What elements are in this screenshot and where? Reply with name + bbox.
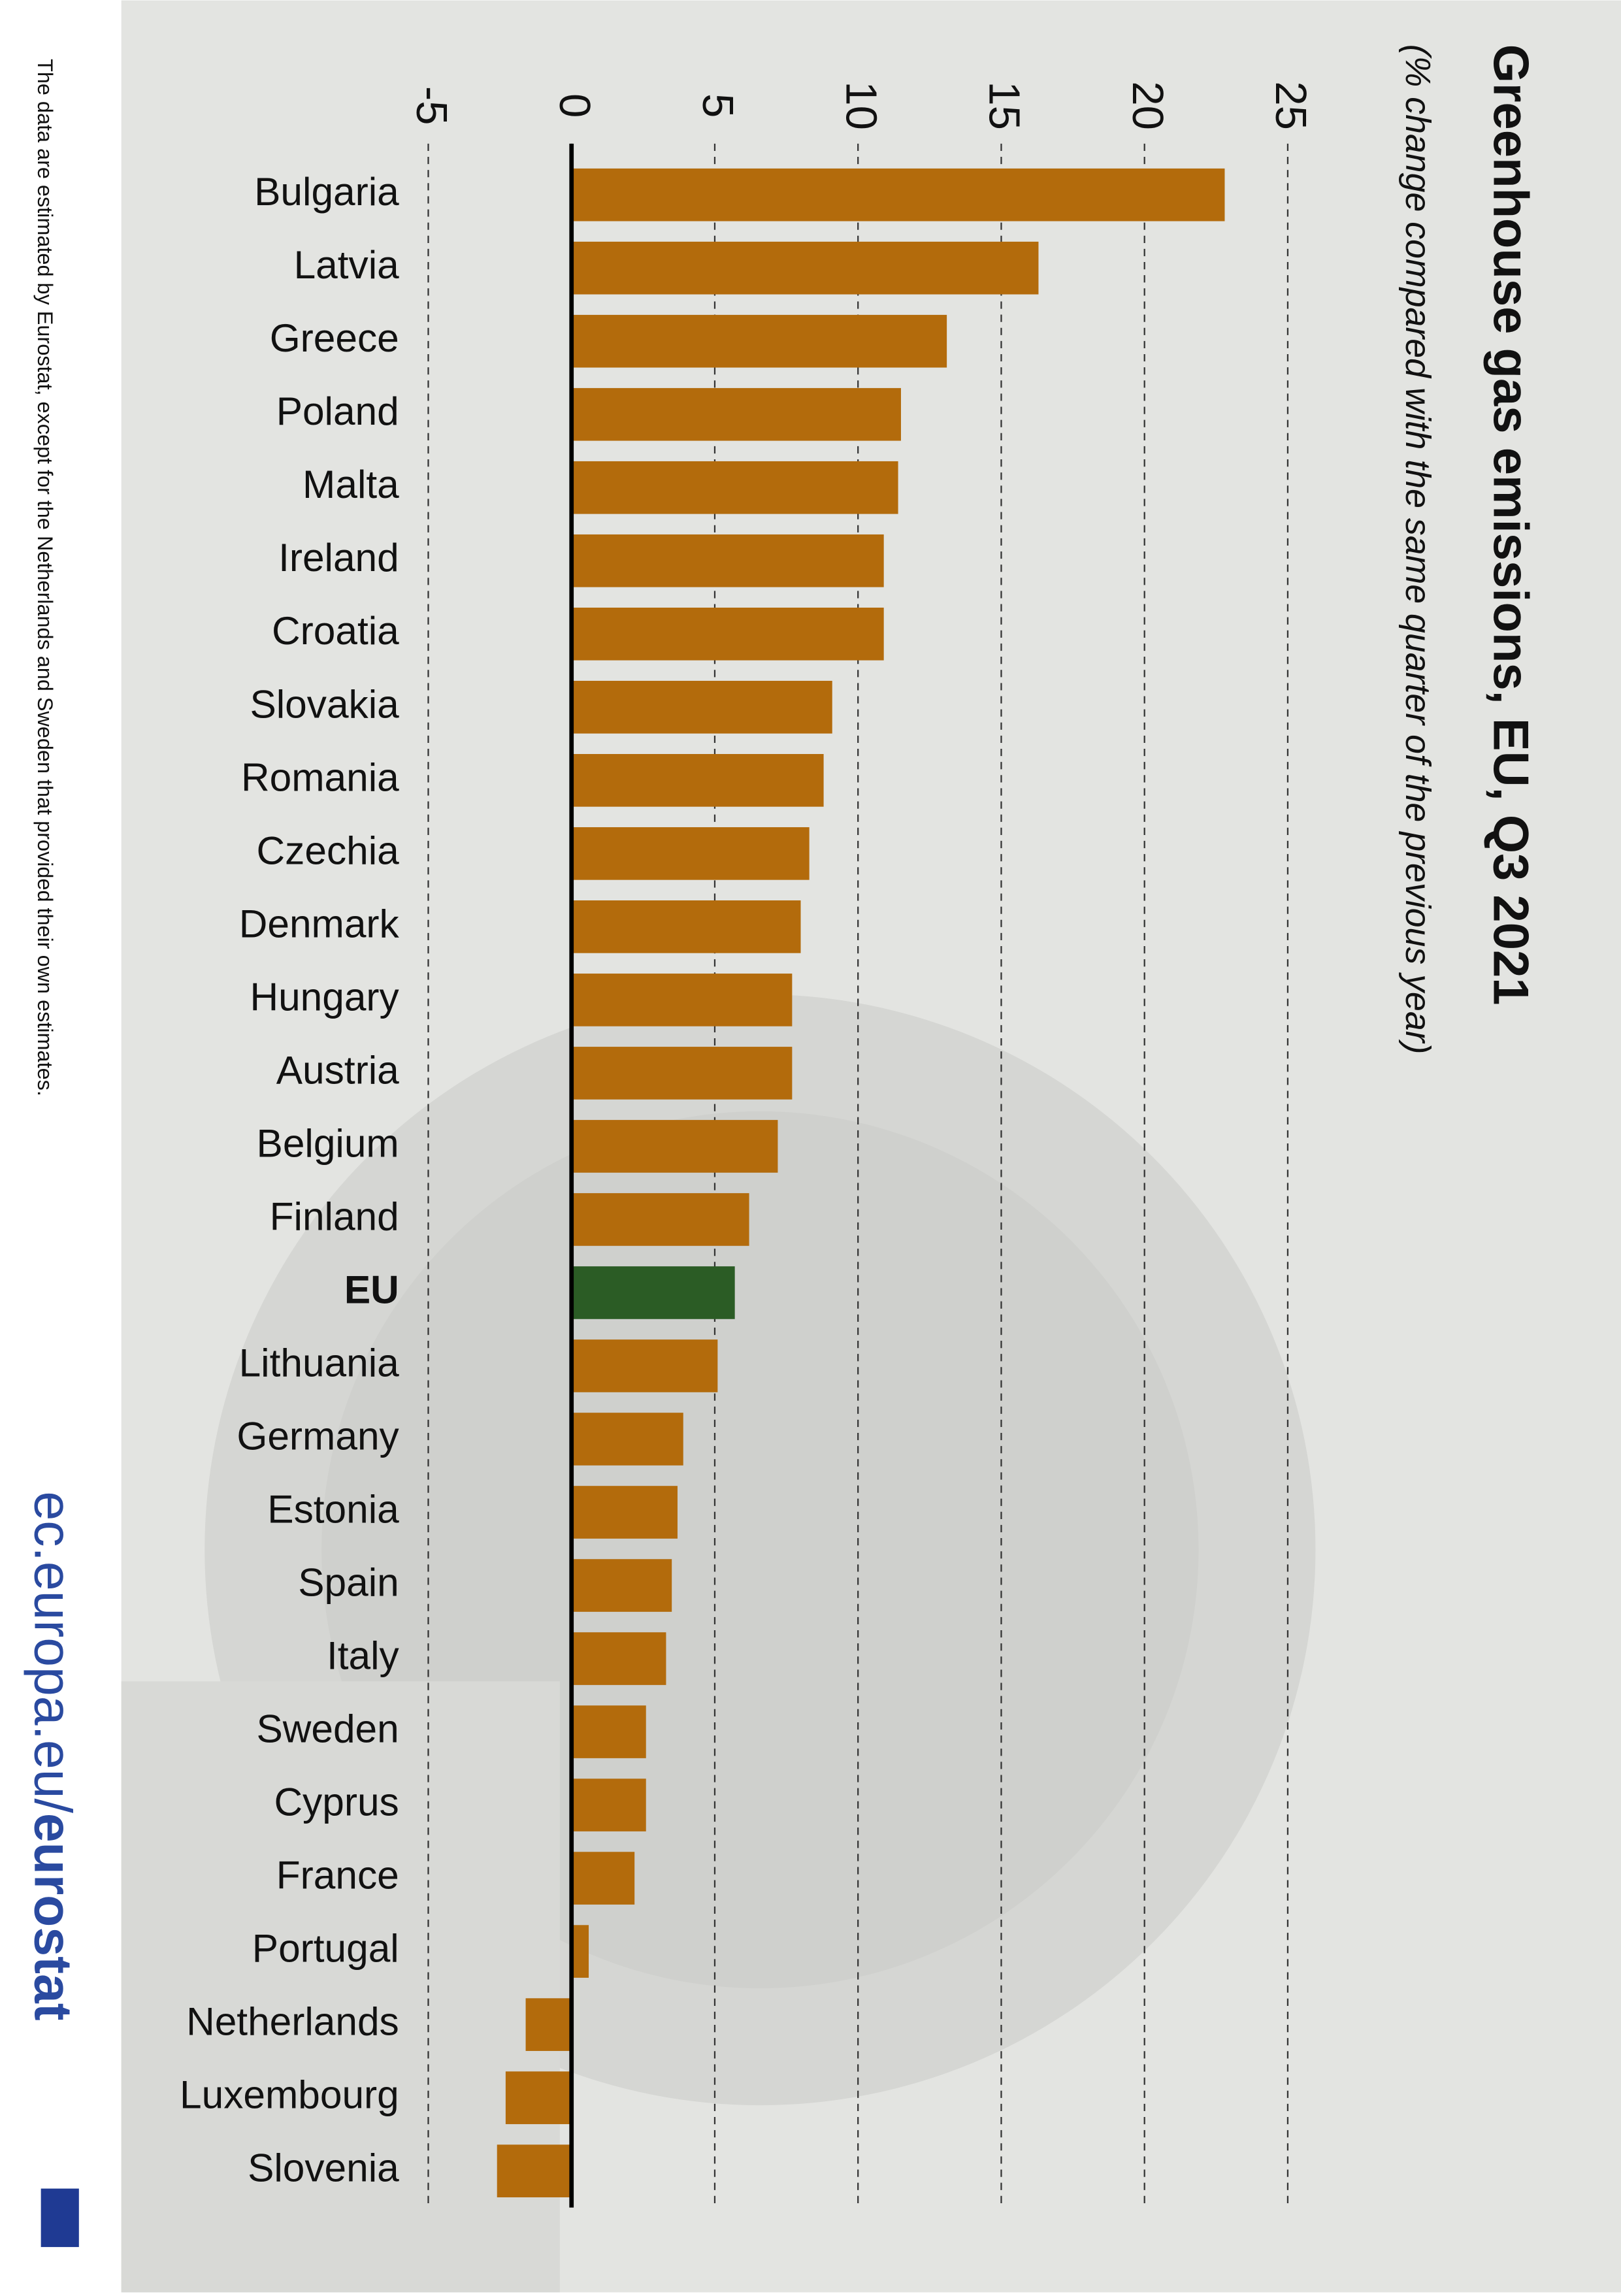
y-tick-label: Greece — [270, 316, 399, 360]
chart-title: Greenhouse gas emissions, EU, Q3 2021 — [1482, 44, 1538, 1006]
bar — [571, 1266, 735, 1319]
y-tick-label: Slovakia — [250, 681, 399, 726]
y-tick-label: Estonia — [267, 1486, 399, 1531]
x-tick-label: 15 — [980, 81, 1029, 130]
eu-flag — [41, 2188, 79, 2248]
y-tick-label: Slovenia — [248, 2146, 399, 2190]
y-tick-label: Sweden — [256, 1707, 399, 1751]
y-tick-label: Malta — [303, 462, 399, 506]
x-tick-label: 0 — [550, 93, 599, 118]
y-tick-label: Portugal — [252, 1926, 399, 1971]
bar — [571, 607, 884, 661]
source-url: ec.europa.eu/ — [24, 1491, 82, 1813]
y-tick-label: Netherlands — [186, 1999, 399, 2044]
bar — [571, 1852, 635, 1905]
x-tick-label: -5 — [407, 86, 456, 125]
y-tick-label: Denmark — [239, 901, 400, 945]
bar — [571, 1779, 646, 1831]
bar — [571, 1047, 793, 1100]
bar — [505, 2071, 572, 2124]
bar — [571, 1705, 646, 1758]
y-tick-label: Finland — [270, 1194, 399, 1238]
x-tick-label: 5 — [693, 93, 742, 118]
bar — [571, 314, 947, 368]
bar — [571, 168, 1225, 221]
bar — [571, 974, 793, 1026]
bar — [571, 1559, 672, 1612]
y-tick-label: Luxembourg — [180, 2073, 399, 2117]
chart-subtitle: (% change compared with the same quarter… — [1398, 44, 1437, 1055]
x-tick-label: 25 — [1266, 81, 1315, 130]
bar — [571, 1486, 678, 1539]
source: ec.europa.eu/eurostat — [24, 1491, 82, 2020]
y-tick-label: France — [276, 1853, 399, 1897]
y-tick-label: Lithuania — [239, 1340, 400, 1385]
y-tick-label: Latvia — [294, 242, 400, 287]
y-tick-label: Ireland — [278, 535, 399, 580]
bar — [571, 1413, 683, 1466]
bar — [571, 534, 884, 587]
y-tick-label: Croatia — [272, 608, 399, 653]
bar — [571, 1925, 589, 1978]
bar — [525, 1998, 572, 2051]
y-tick-label: Hungary — [250, 974, 399, 1019]
y-tick-label: Cyprus — [274, 1780, 399, 1824]
y-tick-label: Bulgaria — [254, 169, 399, 214]
bar — [497, 2144, 572, 2197]
bar — [571, 241, 1039, 295]
bar — [571, 827, 810, 880]
y-tick-label: EU — [344, 1267, 399, 1311]
bar — [571, 1632, 666, 1685]
bar — [571, 461, 898, 514]
y-tick-label: Poland — [276, 389, 399, 433]
footnote: The data are estimated by Eurostat, exce… — [33, 59, 57, 1096]
source-brand: eurostat — [24, 1813, 82, 2021]
x-tick-label: 10 — [836, 81, 885, 130]
x-tick-label: 20 — [1123, 81, 1172, 130]
y-tick-label: Germany — [237, 1413, 399, 1458]
y-tick-label: Austria — [276, 1047, 399, 1092]
y-tick-label: Romania — [241, 755, 399, 799]
y-tick-label: Belgium — [257, 1121, 399, 1165]
bar — [571, 387, 901, 441]
bar — [571, 1120, 778, 1173]
bar — [571, 680, 832, 734]
y-tick-label: Czechia — [257, 828, 400, 872]
y-tick-label: Italy — [327, 1633, 400, 1677]
y-tick-label: Spain — [298, 1560, 399, 1604]
bar — [571, 754, 824, 807]
bar — [571, 1339, 718, 1392]
bar — [571, 1193, 749, 1246]
bar — [571, 900, 801, 953]
decor-shape — [121, 1681, 560, 2293]
